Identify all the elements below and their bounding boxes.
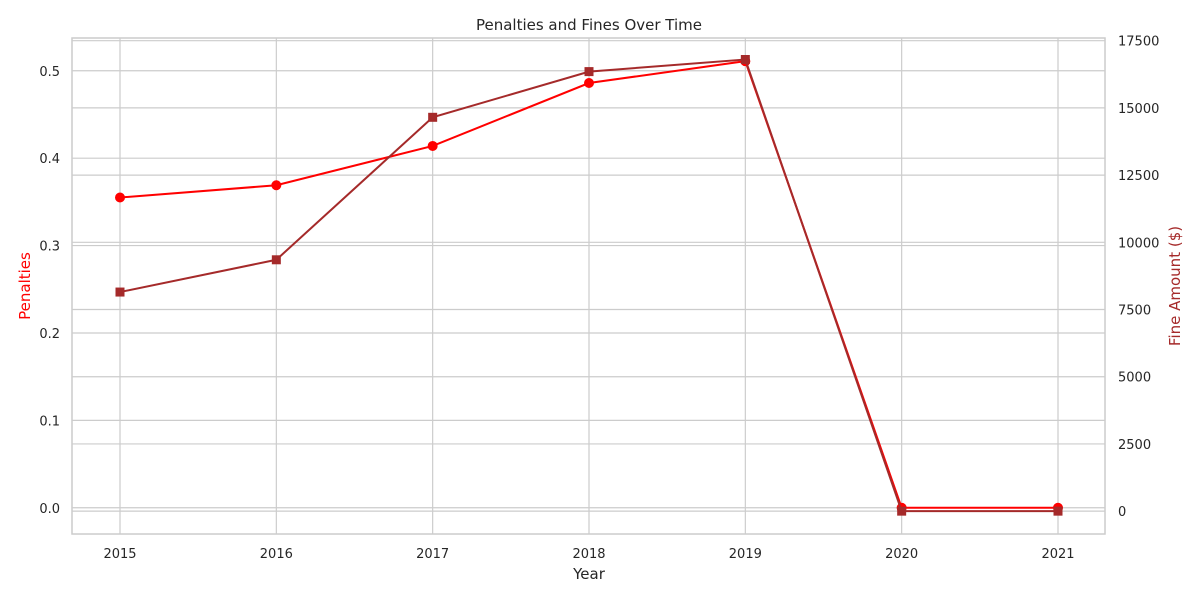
y-right-tick-label: 17500 [1118, 35, 1159, 50]
y-left-tick-label: 0.5 [39, 65, 60, 80]
y-left-tick-label: 0.2 [39, 327, 60, 342]
data-point-left [427, 140, 438, 151]
x-tick-label: 2015 [103, 547, 136, 562]
data-point-right [897, 506, 907, 516]
y-right-tick-label: 5000 [1118, 371, 1151, 386]
x-tick-label: 2019 [729, 547, 762, 562]
data-point-right [1053, 506, 1063, 516]
y-right-axis-title: Fine Amount ($) [1166, 226, 1184, 346]
x-tick-label: 2016 [260, 547, 293, 562]
x-tick-label: 2017 [416, 547, 449, 562]
x-tick-label: 2020 [885, 547, 918, 562]
tick-layer: 2015 2016 2017 2018 2019 2020 2021 0.0 0.1 0.2 0.3… [39, 35, 1159, 562]
y-right-tick-label: 15000 [1118, 102, 1159, 117]
series-layer [115, 55, 1063, 516]
plot-border [71, 37, 1106, 535]
y-left-tick-label: 0.3 [39, 240, 60, 255]
data-point-left [584, 78, 594, 89]
data-point-left [115, 192, 125, 203]
grid-layer [72, 38, 1105, 534]
data-point-left [271, 180, 282, 191]
x-axis-title: Year [572, 565, 606, 583]
y-left-tick-label: 0.1 [39, 414, 60, 429]
plot-frame [71, 37, 1106, 535]
data-point-right [115, 287, 125, 297]
y-right-tick-label: 10000 [1118, 236, 1159, 251]
data-point-right [584, 67, 594, 77]
y-right-tick-label: 0 [1118, 505, 1126, 520]
y-right-tick-label: 12500 [1118, 169, 1159, 184]
y-left-tick-label: 0.0 [39, 502, 60, 517]
x-tick-label: 2021 [1041, 547, 1074, 562]
chart-title: Penalties and Fines Over Time [476, 16, 702, 34]
y-left-axis-title: Penalties [16, 252, 34, 320]
data-point-right [271, 255, 281, 265]
y-right-tick-label: 7500 [1118, 304, 1151, 319]
data-point-right [428, 112, 438, 122]
y-right-tick-label: 2500 [1118, 438, 1151, 453]
y-left-tick-label: 0.4 [39, 152, 60, 167]
x-tick-label: 2018 [572, 547, 605, 562]
data-point-right [740, 55, 750, 65]
